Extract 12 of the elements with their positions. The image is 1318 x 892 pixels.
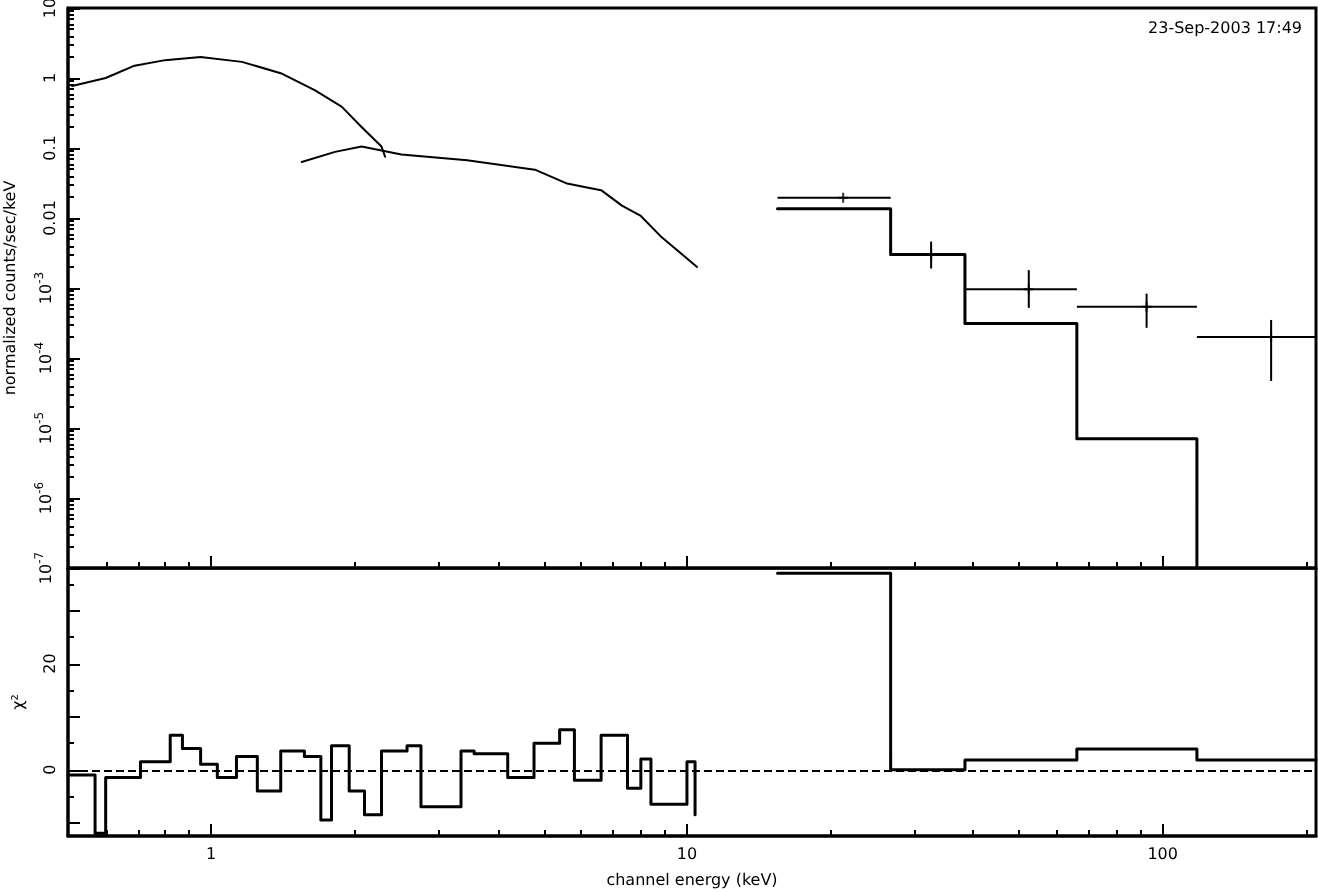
y-tick-label: 0.01 [41,200,59,236]
y-axis-title: normalized counts/sec/keV [1,179,20,396]
y-tick-label: 0.1 [41,135,59,161]
x-axis-title: channel energy (keV) [606,870,778,889]
x-tick-label: 100 [1147,845,1178,863]
x-tick-label: 10 [676,845,698,863]
y-axis-title: χ² [9,694,28,710]
y-tick-label: 1 [41,72,59,84]
y-tick-label: 20 [41,653,59,674]
annotation: 23-Sep-2003 17:49 [1148,19,1303,37]
y-tick-label: 0 [41,764,59,775]
x-tick-label: 1 [206,845,217,863]
